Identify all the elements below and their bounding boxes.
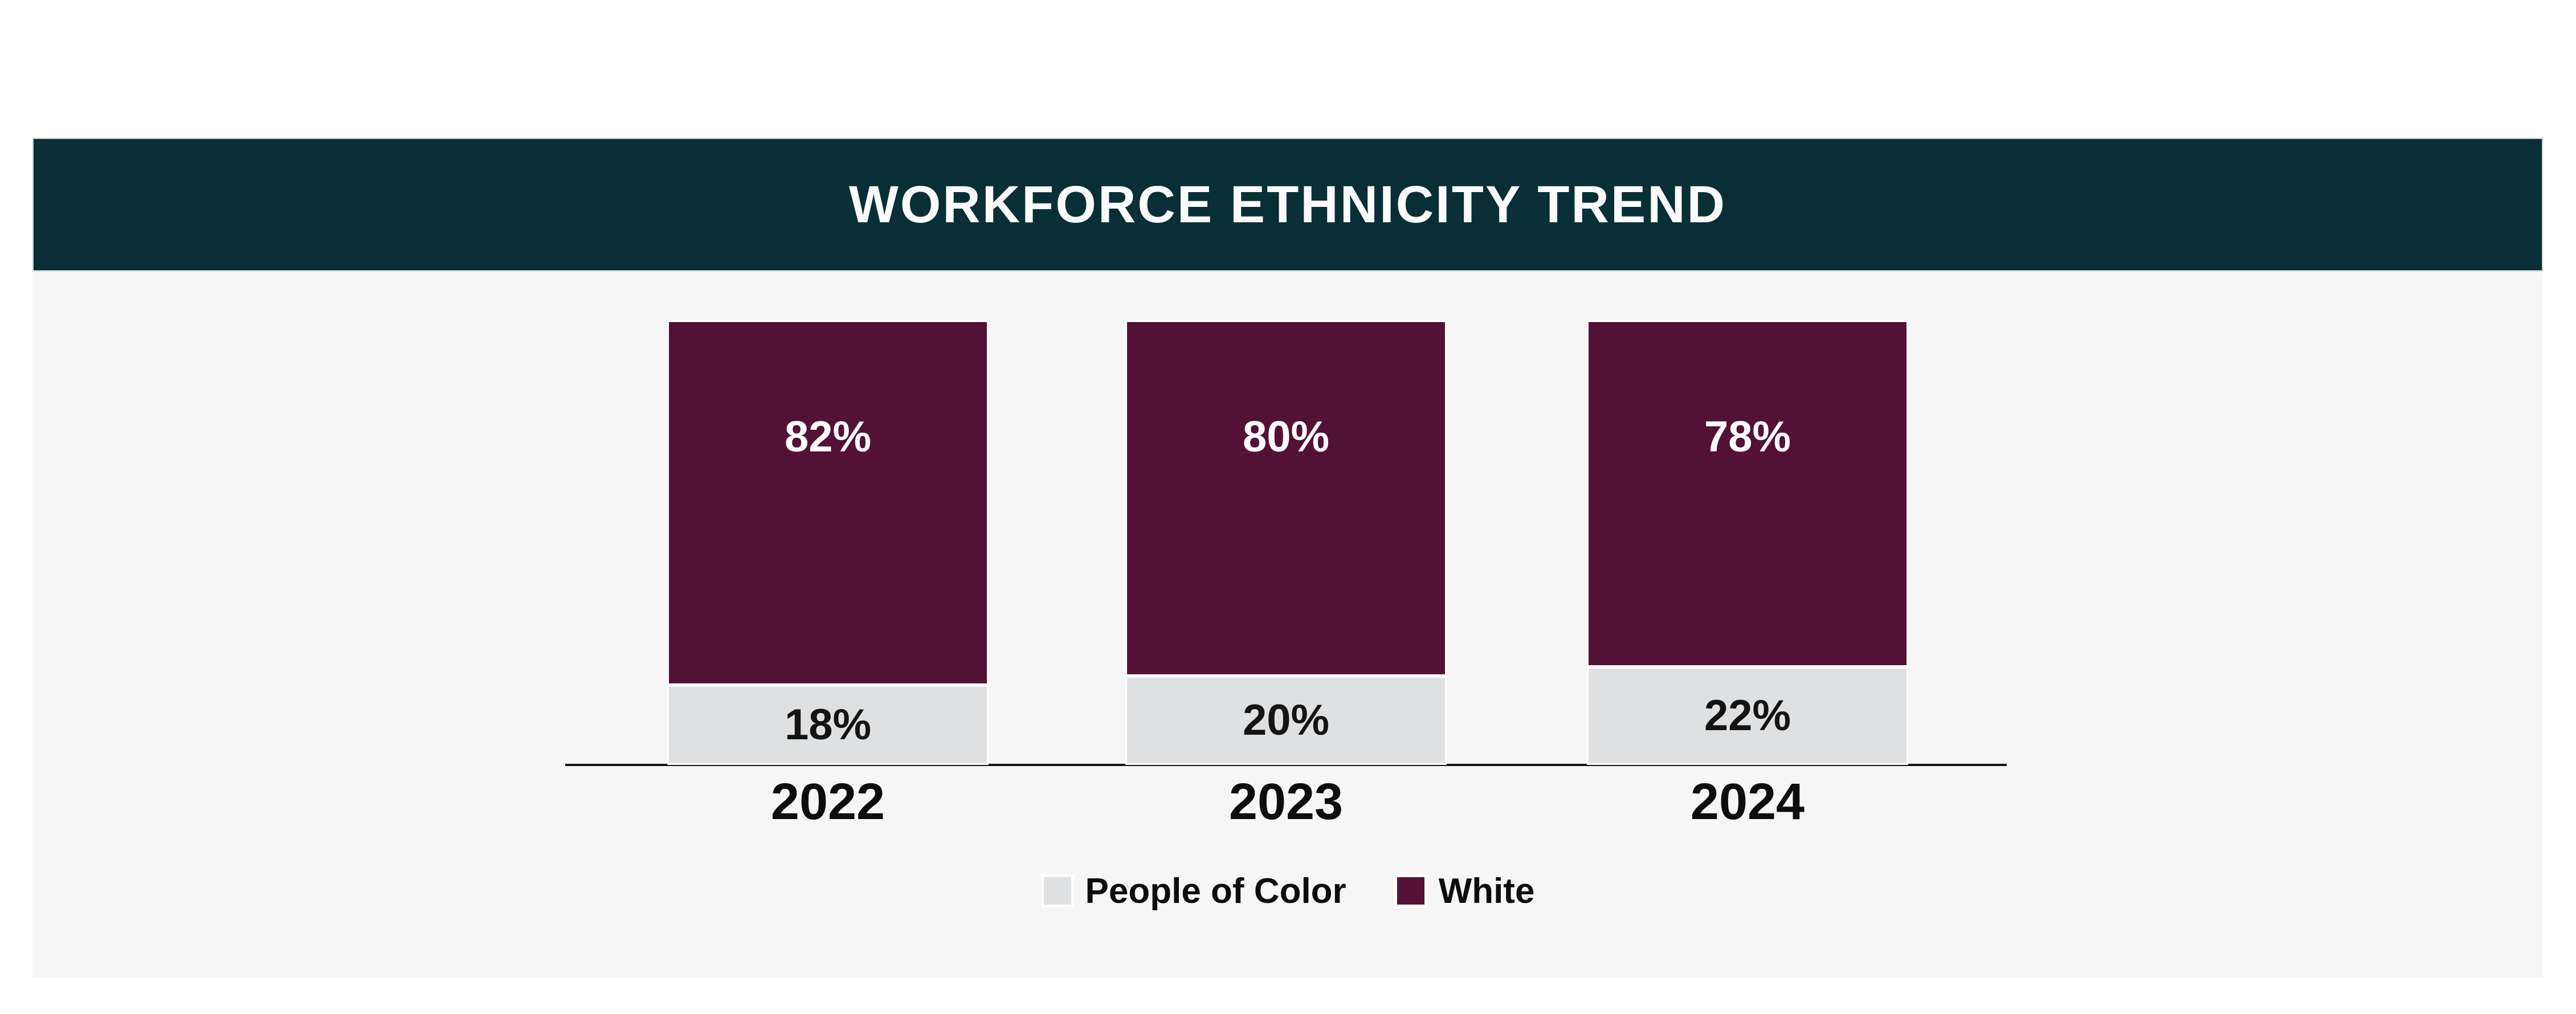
value-label: 78% [1704, 413, 1791, 461]
x-axis-line [565, 764, 2007, 766]
value-label: 18% [784, 700, 872, 749]
value-label: 80% [1242, 413, 1330, 461]
chart-legend: People of Color White [32, 871, 2543, 911]
x-axis-label: 2023 [1228, 773, 1344, 830]
legend-swatch [1040, 874, 1074, 907]
bar-segment-white: 78% [1587, 320, 1908, 667]
bar-segment-white: 80% [1125, 320, 1447, 676]
value-label: 22% [1704, 691, 1791, 740]
bar-group: 82% 18% 2022 [667, 320, 989, 829]
legend-label: People of Color [1085, 871, 1346, 911]
value-label: 82% [784, 413, 872, 461]
chart-panel: 82% 18% 2022 80% 20% 2023 78% 22% 2024 People of… [32, 271, 2543, 978]
legend-swatch [1394, 874, 1427, 907]
bar-segment-people-of-color: 20% [1125, 676, 1447, 765]
bar-group: 78% 22% 2024 [1587, 320, 1908, 829]
bar-segment-people-of-color: 22% [1587, 667, 1908, 765]
value-label: 20% [1242, 696, 1330, 744]
bar-group: 80% 20% 2023 [1125, 320, 1447, 829]
bar-segment-people-of-color: 18% [667, 685, 989, 765]
bar-segment-white: 82% [667, 320, 989, 685]
plot-area: 82% 18% 2022 80% 20% 2023 78% 22% 2024 [32, 271, 2543, 978]
legend-item: People of Color [1040, 871, 1346, 911]
x-axis-label: 2024 [1690, 773, 1805, 830]
legend-item: White [1394, 871, 1535, 911]
x-axis-label: 2022 [770, 773, 885, 830]
page-title: WORKFORCE ETHNICITY TREND [848, 175, 1727, 234]
chart-title-bar: WORKFORCE ETHNICITY TREND [32, 138, 2543, 271]
legend-label: White [1438, 871, 1535, 911]
